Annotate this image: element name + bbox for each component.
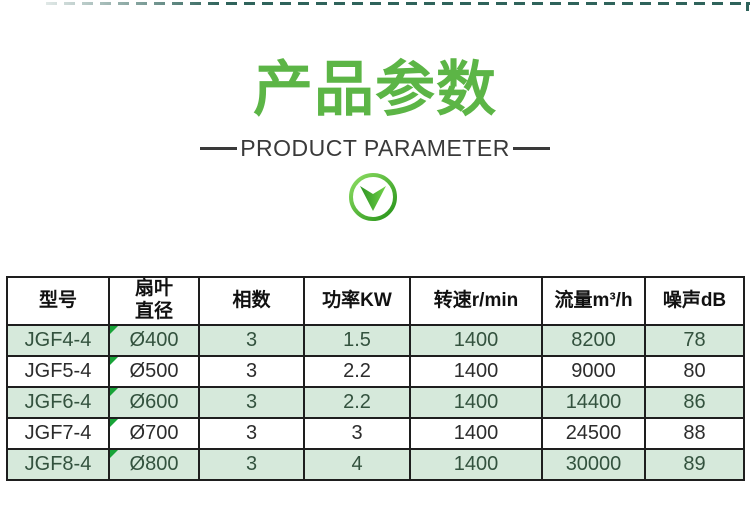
table-cell-speed: 1400 [409, 355, 543, 388]
down-arrow-circle-icon [347, 171, 399, 223]
table-cell-airflow: 9000 [541, 355, 646, 388]
page-title: 产品参数 [253, 56, 497, 123]
column-header-phases: 相数 [198, 276, 305, 326]
column-header-noise: 噪声dB [644, 276, 745, 326]
column-header-blade-diameter: 扇叶 直径 [108, 276, 200, 326]
product-parameter-table: 型号 扇叶 直径 相数 功率KW 转速r/min 流量m³/h 噪声dB JGF… [6, 276, 745, 481]
column-header-power: 功率KW [303, 276, 411, 326]
table-cell-airflow: 8200 [541, 324, 646, 357]
table-row: JGF8-4 Ø800 3 4 1400 30000 89 [6, 448, 745, 481]
table-cell-diameter: Ø600 [108, 386, 200, 419]
table-row: JGF7-4 Ø700 3 3 1400 24500 88 [6, 417, 745, 450]
column-header-speed: 转速r/min [409, 276, 543, 326]
table-cell-power: 2.2 [303, 386, 411, 419]
table-cell-speed: 1400 [409, 386, 543, 419]
table-cell-phases: 3 [198, 448, 305, 481]
table-cell-diameter: Ø400 [108, 324, 200, 357]
table-cell-power: 3 [303, 417, 411, 450]
page-subtitle: PRODUCT PARAMETER [240, 134, 510, 161]
table-cell-power: 2.2 [303, 355, 411, 388]
top-dashed-border [46, 2, 750, 5]
table-cell-diameter: Ø700 [108, 417, 200, 450]
table-header-row: 型号 扇叶 直径 相数 功率KW 转速r/min 流量m³/h 噪声dB [6, 276, 745, 326]
table-cell-phases: 3 [198, 355, 305, 388]
table-cell-noise: 78 [644, 324, 745, 357]
table-row: JGF5-4 Ø500 3 2.2 1400 9000 80 [6, 355, 745, 388]
table-cell-airflow: 14400 [541, 386, 646, 419]
subtitle-dash-right [512, 146, 550, 150]
table-cell-phases: 3 [198, 417, 305, 450]
table-cell-diameter: Ø800 [108, 448, 200, 481]
table-cell-model: JGF7-4 [6, 417, 110, 450]
table-row: JGF6-4 Ø600 3 2.2 1400 14400 86 [6, 386, 745, 419]
table-cell-speed: 1400 [409, 324, 543, 357]
table-cell-model: JGF6-4 [6, 386, 110, 419]
column-header-model: 型号 [6, 276, 110, 326]
table-cell-airflow: 24500 [541, 417, 646, 450]
table-cell-speed: 1400 [409, 417, 543, 450]
table-cell-noise: 89 [644, 448, 745, 481]
table-cell-noise: 88 [644, 417, 745, 450]
table-cell-power: 4 [303, 448, 411, 481]
column-header-airflow: 流量m³/h [541, 276, 646, 326]
top-dashed-border-corner [746, 2, 749, 11]
table-cell-airflow: 30000 [541, 448, 646, 481]
table-cell-model: JGF8-4 [6, 448, 110, 481]
subtitle-dash-left [200, 146, 238, 150]
table-cell-phases: 3 [198, 386, 305, 419]
table-cell-diameter: Ø500 [108, 355, 200, 388]
table-cell-model: JGF5-4 [6, 355, 110, 388]
page-subtitle-row: PRODUCT PARAMETER [0, 133, 750, 163]
table-cell-noise: 86 [644, 386, 745, 419]
table-cell-speed: 1400 [409, 448, 543, 481]
table-cell-noise: 80 [644, 355, 745, 388]
table-cell-phases: 3 [198, 324, 305, 357]
table-cell-power: 1.5 [303, 324, 411, 357]
table-row: JGF4-4 Ø400 3 1.5 1400 8200 78 [6, 324, 745, 357]
table-cell-model: JGF4-4 [6, 324, 110, 357]
